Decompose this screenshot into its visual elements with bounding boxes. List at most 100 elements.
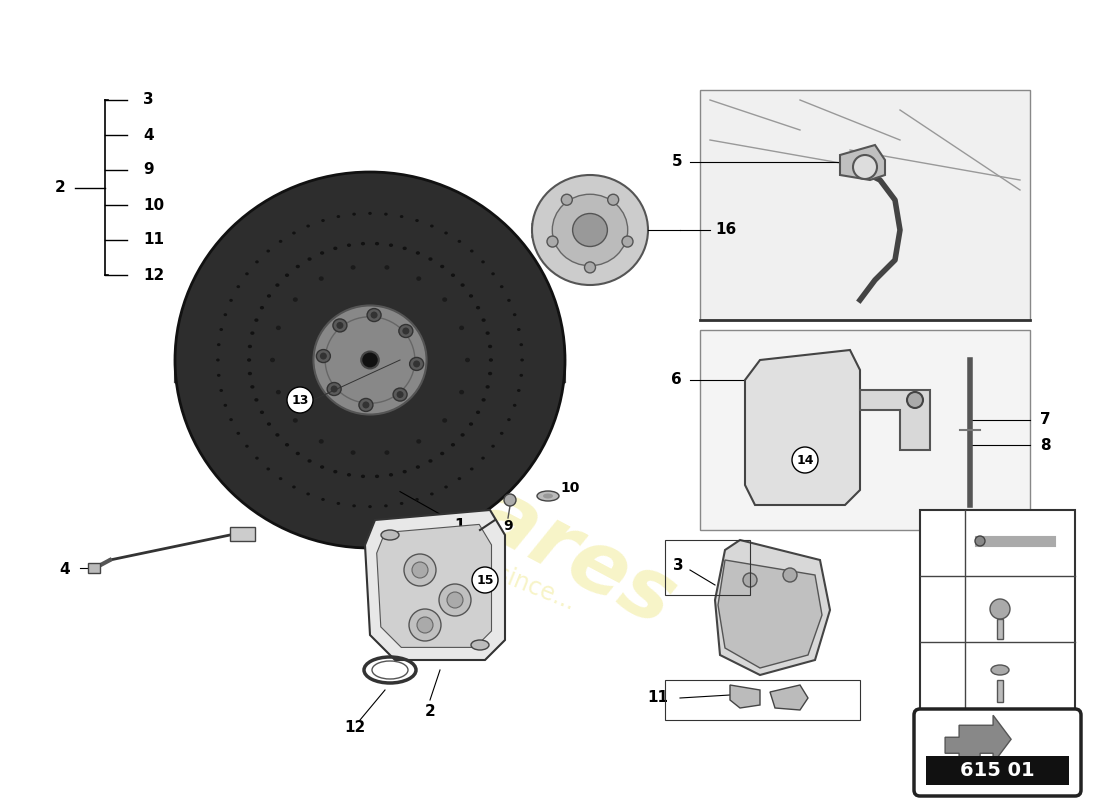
Ellipse shape [275, 433, 279, 437]
Ellipse shape [248, 345, 252, 348]
Ellipse shape [296, 452, 300, 455]
Ellipse shape [384, 213, 387, 216]
Ellipse shape [317, 350, 330, 362]
Ellipse shape [485, 385, 490, 389]
Ellipse shape [442, 418, 448, 422]
Text: 10: 10 [560, 481, 580, 495]
Ellipse shape [469, 294, 473, 298]
Ellipse shape [278, 477, 283, 480]
Circle shape [287, 387, 314, 413]
Ellipse shape [471, 640, 490, 650]
Ellipse shape [245, 445, 249, 448]
Ellipse shape [254, 398, 258, 402]
Circle shape [908, 392, 923, 408]
Bar [926, 756, 1069, 785]
Ellipse shape [451, 274, 455, 277]
Ellipse shape [255, 260, 258, 263]
Ellipse shape [492, 272, 495, 275]
Ellipse shape [384, 265, 389, 270]
Ellipse shape [459, 390, 464, 394]
Ellipse shape [621, 236, 632, 247]
Ellipse shape [248, 358, 251, 362]
Text: 13: 13 [292, 394, 309, 406]
Polygon shape [718, 560, 822, 668]
Ellipse shape [469, 422, 473, 426]
Ellipse shape [476, 410, 480, 414]
Text: 15: 15 [932, 535, 953, 550]
Ellipse shape [458, 477, 461, 480]
Ellipse shape [415, 219, 419, 222]
Text: a passion for parts since...: a passion for parts since... [282, 475, 579, 614]
Ellipse shape [461, 433, 464, 437]
Ellipse shape [175, 377, 565, 387]
Ellipse shape [307, 459, 311, 462]
Ellipse shape [416, 466, 420, 469]
Ellipse shape [351, 450, 355, 455]
Ellipse shape [440, 452, 444, 455]
Circle shape [975, 536, 984, 546]
Ellipse shape [175, 172, 565, 548]
Ellipse shape [547, 236, 558, 247]
Polygon shape [365, 510, 505, 660]
Ellipse shape [399, 325, 412, 338]
Ellipse shape [217, 343, 220, 346]
Ellipse shape [465, 358, 470, 362]
Ellipse shape [416, 276, 421, 281]
Ellipse shape [393, 388, 407, 401]
Ellipse shape [361, 242, 365, 246]
Ellipse shape [409, 358, 424, 370]
Ellipse shape [351, 265, 355, 270]
Ellipse shape [488, 345, 492, 348]
Ellipse shape [306, 493, 310, 495]
Ellipse shape [320, 251, 324, 254]
Text: 9: 9 [503, 519, 513, 533]
Ellipse shape [442, 298, 448, 302]
Ellipse shape [276, 390, 280, 394]
Text: 7: 7 [1040, 413, 1050, 427]
Ellipse shape [459, 326, 464, 330]
Ellipse shape [236, 285, 240, 288]
Ellipse shape [415, 498, 419, 501]
Ellipse shape [368, 505, 372, 508]
Ellipse shape [321, 498, 324, 501]
Text: 11: 11 [143, 233, 164, 247]
Ellipse shape [293, 298, 298, 302]
Text: 615 01: 615 01 [960, 761, 1035, 780]
Ellipse shape [507, 418, 510, 421]
Ellipse shape [217, 374, 220, 377]
Polygon shape [945, 715, 1011, 767]
Text: 4: 4 [143, 127, 154, 142]
Bar [230, 527, 255, 541]
Ellipse shape [430, 493, 433, 495]
Circle shape [409, 609, 441, 641]
Circle shape [792, 447, 818, 473]
Ellipse shape [320, 353, 327, 359]
Text: 2: 2 [55, 180, 65, 195]
Ellipse shape [499, 432, 504, 435]
Bar [700, 90, 1030, 320]
Circle shape [439, 584, 471, 616]
Text: 6: 6 [671, 373, 682, 387]
Ellipse shape [319, 276, 323, 281]
Ellipse shape [519, 343, 524, 346]
Ellipse shape [561, 194, 572, 206]
Ellipse shape [403, 470, 407, 474]
FancyBboxPatch shape [914, 709, 1081, 796]
Ellipse shape [319, 439, 323, 444]
Text: 5: 5 [671, 154, 682, 170]
Ellipse shape [293, 231, 296, 234]
Ellipse shape [293, 486, 296, 489]
Ellipse shape [458, 240, 461, 243]
Ellipse shape [507, 299, 510, 302]
Ellipse shape [337, 502, 340, 505]
Ellipse shape [543, 494, 553, 498]
Ellipse shape [216, 358, 220, 362]
Bar [666, 540, 749, 595]
Ellipse shape [499, 285, 504, 288]
Ellipse shape [260, 306, 264, 310]
Ellipse shape [361, 474, 365, 478]
Ellipse shape [333, 470, 338, 474]
Circle shape [447, 592, 463, 608]
Circle shape [404, 554, 436, 586]
Ellipse shape [517, 328, 520, 331]
